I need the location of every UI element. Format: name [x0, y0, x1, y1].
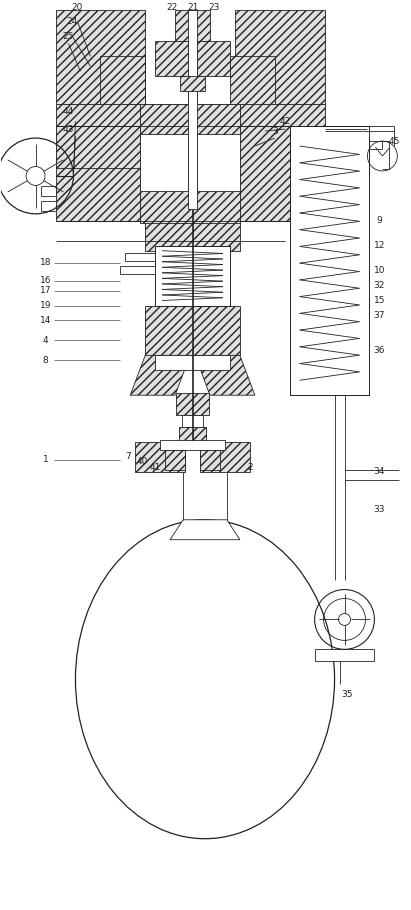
- Bar: [155, 246, 230, 306]
- Bar: [145, 221, 240, 250]
- Text: 21: 21: [187, 3, 199, 12]
- Text: 4: 4: [43, 336, 48, 345]
- Text: 32: 32: [374, 281, 385, 290]
- Text: 2: 2: [247, 463, 253, 472]
- Text: 19: 19: [40, 301, 51, 310]
- Text: 42: 42: [279, 116, 290, 126]
- Polygon shape: [170, 520, 240, 540]
- Bar: [175, 9, 210, 41]
- Ellipse shape: [76, 520, 335, 839]
- Bar: [120, 266, 155, 274]
- Text: 25: 25: [63, 32, 74, 41]
- Text: 34: 34: [374, 468, 385, 477]
- Bar: [165, 450, 185, 470]
- Bar: [155, 306, 230, 355]
- Bar: [182, 415, 203, 427]
- Bar: [125, 253, 155, 260]
- Bar: [55, 126, 140, 221]
- Text: 1: 1: [43, 456, 48, 464]
- Text: 23: 23: [208, 3, 219, 12]
- Text: 18: 18: [40, 258, 51, 268]
- Text: 3: 3: [272, 126, 278, 136]
- Bar: [140, 191, 240, 223]
- Bar: [188, 9, 197, 208]
- Text: 41: 41: [150, 463, 161, 472]
- Text: 12: 12: [374, 241, 385, 250]
- Bar: [155, 41, 230, 76]
- Bar: [140, 104, 240, 134]
- Bar: [200, 450, 220, 470]
- Bar: [179, 427, 206, 442]
- Bar: [235, 9, 325, 104]
- Bar: [145, 306, 240, 355]
- Bar: [55, 104, 325, 126]
- Bar: [140, 104, 240, 221]
- Text: 8: 8: [43, 356, 48, 365]
- Bar: [135, 442, 185, 472]
- Text: 36: 36: [374, 346, 385, 355]
- Text: 9: 9: [376, 217, 382, 226]
- Bar: [180, 76, 205, 91]
- Bar: [160, 440, 225, 450]
- Bar: [240, 126, 325, 221]
- Text: 24: 24: [67, 17, 78, 26]
- Bar: [176, 393, 209, 415]
- Bar: [55, 126, 140, 168]
- Text: 16: 16: [40, 276, 51, 285]
- Text: 44: 44: [63, 106, 74, 116]
- Text: 33: 33: [374, 505, 385, 514]
- Text: 7: 7: [125, 452, 131, 461]
- Bar: [55, 9, 145, 104]
- Text: 14: 14: [40, 316, 51, 325]
- Text: 22: 22: [166, 3, 178, 12]
- Text: 20: 20: [72, 3, 83, 12]
- Text: 40: 40: [136, 458, 148, 467]
- Text: 35: 35: [342, 690, 353, 699]
- Bar: [290, 126, 369, 395]
- Bar: [41, 186, 55, 196]
- Text: 37: 37: [374, 311, 385, 320]
- Bar: [200, 442, 250, 472]
- Text: 43: 43: [63, 125, 74, 134]
- Text: 45: 45: [389, 136, 400, 146]
- Text: 15: 15: [374, 296, 385, 305]
- Text: 17: 17: [40, 286, 51, 295]
- Bar: [230, 56, 275, 104]
- Polygon shape: [130, 355, 190, 395]
- Bar: [315, 650, 374, 662]
- Polygon shape: [195, 355, 255, 395]
- Bar: [155, 355, 230, 370]
- Bar: [41, 201, 55, 211]
- Text: 10: 10: [374, 266, 385, 275]
- Bar: [100, 56, 145, 104]
